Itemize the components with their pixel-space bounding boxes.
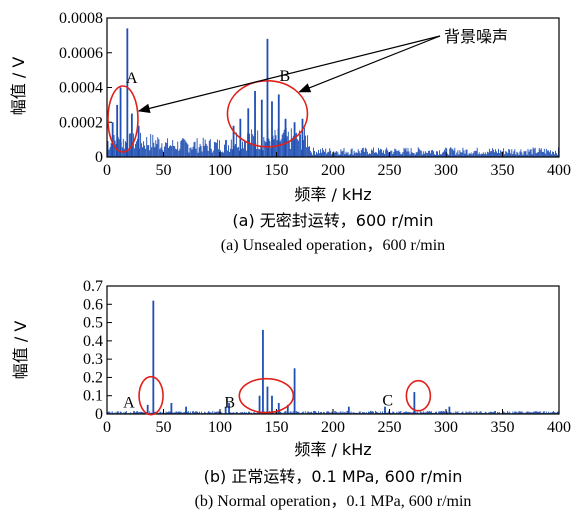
noise-band: [309, 147, 559, 157]
chart-b-xlabel: 频率 / kHz: [294, 440, 371, 459]
annotation-ellipse: [138, 375, 164, 416]
x-tick-label: 50: [156, 162, 172, 179]
y-tick-label: 0.0002: [59, 114, 103, 131]
y-tick-label: 0.2: [83, 369, 103, 386]
x-tick-label: 250: [378, 419, 402, 436]
annotation-label: B: [224, 395, 235, 412]
annotation-label: B: [279, 68, 290, 85]
chart-b-axes: 0 50 100 150 200 250 300 350 400 00.1 0.20.30.40.5…: [83, 278, 571, 436]
callout-arrow: [298, 35, 441, 93]
annotation-label: C: [382, 393, 393, 410]
noise-band: [230, 128, 311, 157]
chart-a-callout: 背景噪声: [444, 27, 508, 46]
chart-a-xlabel: 频率 / kHz: [294, 185, 371, 204]
callout-arrow: [137, 35, 441, 114]
chart-a: 0 50 100 150 200 250 300 350 400 0 0.0002 0.0004 0.0…: [9, 10, 571, 254]
chart-b-caption-en: (b) Normal operation，0.1 MPa, 600 r/min: [195, 493, 472, 510]
x-tick-label: 400: [547, 419, 571, 436]
chart-b-annotations: A B C: [123, 375, 432, 416]
x-tick-label: 0: [103, 419, 111, 436]
annotation-label: A: [126, 70, 138, 87]
chart-b-caption-cn: (b) 正常运转，0.1 MPa, 600 r/min: [204, 467, 463, 486]
x-tick-label: 150: [265, 162, 289, 179]
y-tick-label: 0: [95, 149, 103, 166]
chart-b-series: [106, 300, 559, 414]
chart-a-ylabel: 幅值 / V: [9, 57, 28, 116]
x-tick-label: 200: [321, 162, 345, 179]
y-tick-label: 0.0008: [59, 10, 103, 27]
chart-a-axes: 0 50 100 150 200 250 300 350 400 0 0.0002 0.0004 0.0…: [59, 10, 571, 179]
x-tick-label: 50: [156, 419, 172, 436]
y-tick-label: 0.5: [83, 315, 103, 332]
annotation-ellipse: [405, 379, 432, 412]
chart-a-series: [106, 28, 559, 157]
annotation-ellipse: [238, 377, 295, 414]
chart-a-caption-cn: (a) 无密封运转，600 r/min: [232, 211, 433, 230]
annotation-ellipse: [226, 79, 309, 148]
y-tick-label: 0.6: [83, 296, 103, 313]
annotation-ellipse: [107, 85, 139, 153]
chart-b: 0 50 100 150 200 250 300 350 400 00.1 0.20.30.40.5…: [11, 278, 571, 510]
x-tick-label: 0: [103, 162, 111, 179]
noise-band: [163, 137, 232, 157]
y-tick-label: 0.3: [83, 351, 103, 368]
chart-b-ylabel: 幅值 / V: [11, 321, 30, 380]
annotation-label: A: [123, 395, 135, 412]
x-tick-label: 100: [208, 162, 232, 179]
y-tick-label: 0.1: [83, 388, 103, 405]
x-tick-label: 300: [434, 162, 458, 179]
x-tick-label: 300: [434, 419, 458, 436]
x-tick-label: 250: [378, 162, 402, 179]
x-tick-label: 150: [265, 419, 289, 436]
x-tick-label: 100: [208, 419, 232, 436]
y-tick-label: 0.4: [83, 333, 103, 350]
plot-frame: [106, 285, 560, 415]
x-tick-label: 200: [321, 419, 345, 436]
x-tick-label: 350: [491, 162, 515, 179]
y-tick-label: 0: [95, 406, 103, 423]
chart-a-caption-en: (a) Unsealed operation，600 r/min: [221, 237, 445, 254]
y-tick-label: 0.0006: [59, 45, 103, 62]
y-tick-label: 0.0004: [59, 80, 103, 97]
x-tick-label: 400: [547, 162, 571, 179]
y-tick-label: 0.7: [83, 278, 103, 295]
x-tick-label: 350: [491, 419, 515, 436]
